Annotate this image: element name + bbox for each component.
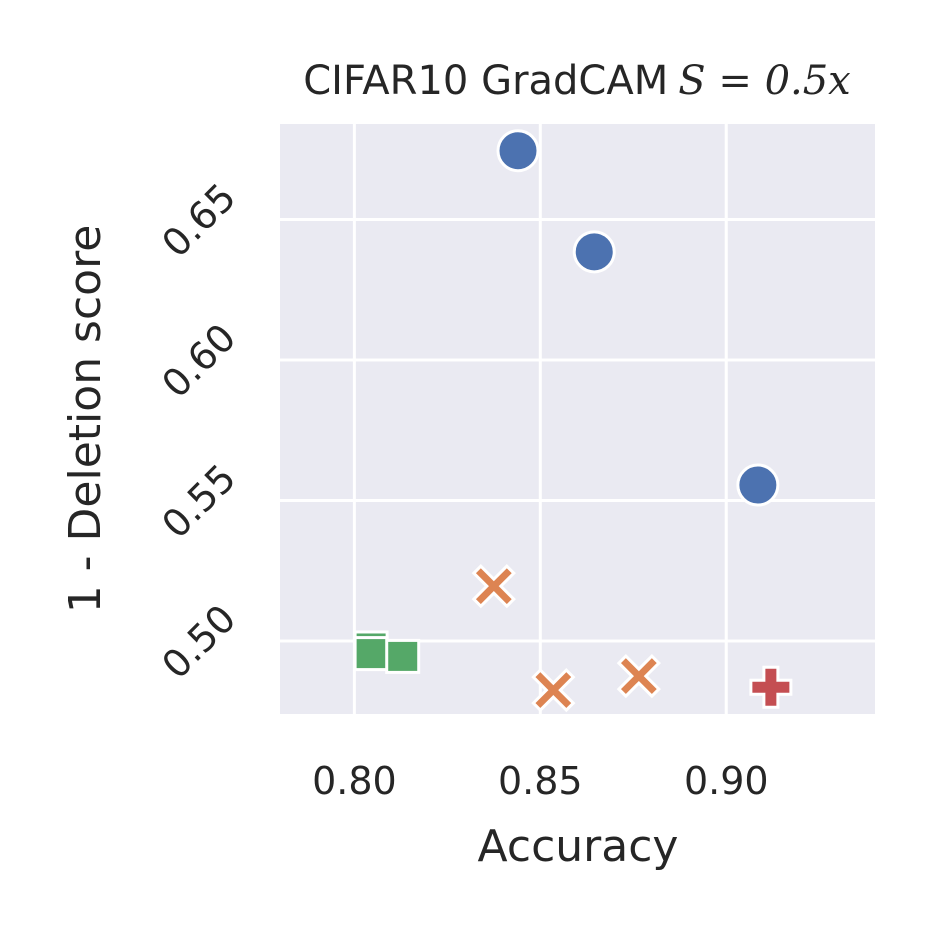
y-axis-label: 1 - Deletion score	[60, 225, 111, 614]
data-point-circle	[736, 463, 780, 507]
data-point-square	[385, 638, 421, 674]
x-tick-label: 0.85	[498, 759, 583, 803]
data-point-x	[471, 564, 516, 609]
data-point-square	[353, 636, 389, 672]
x-axis-label: Accuracy	[478, 821, 679, 872]
x-tick-label: 0.80	[312, 759, 397, 803]
x-tick-label: 0.90	[684, 759, 769, 803]
data-points	[353, 129, 793, 713]
data-point-x	[531, 667, 576, 713]
plot-area	[280, 124, 875, 714]
chart-title-text: CIFAR10 GradCAM	[303, 58, 668, 104]
data-point-plus	[749, 665, 793, 709]
data-point-circle	[496, 129, 540, 173]
chart-title: CIFAR10 GradCAM S = 0.5x	[303, 58, 851, 104]
y-tick-label: 0.55	[153, 456, 244, 547]
chart-title-math: S = 0.5x	[678, 58, 851, 104]
y-tick-label: 0.65	[153, 175, 244, 266]
data-point-x	[616, 653, 661, 699]
y-tick-label: 0.60	[153, 315, 244, 406]
y-tick-label: 0.50	[153, 596, 244, 687]
data-point-circle	[572, 230, 616, 274]
